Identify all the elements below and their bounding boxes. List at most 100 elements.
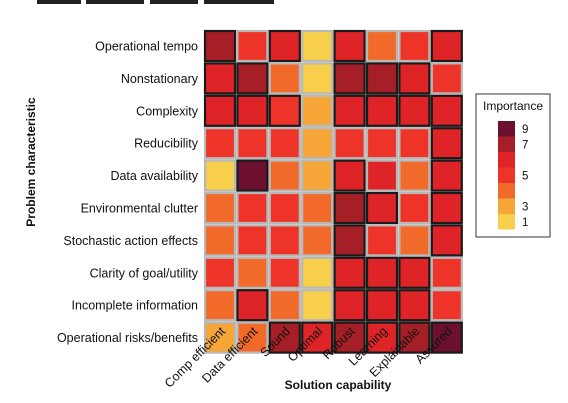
row-label: Reducibility [134, 137, 199, 151]
heatmap-cell [301, 94, 334, 127]
heatmap-cell [203, 159, 237, 192]
heatmap-cell [203, 127, 237, 160]
row-label: Operational tempo [95, 40, 198, 54]
heatmap-cell [301, 29, 334, 63]
heatmap-cell [301, 62, 334, 95]
legend-tick-label: 5 [522, 170, 528, 182]
legend: Importance 9 7 5 3 1 [475, 93, 551, 238]
heatmap-cell [203, 289, 237, 322]
heatmap-cell [203, 224, 237, 257]
heatmap-cell [398, 127, 431, 160]
heatmap-cell [333, 29, 366, 63]
heatmap-cell [268, 94, 301, 127]
row-label: Incomplete information [72, 299, 199, 313]
heatmap-cell [430, 127, 463, 160]
row-label: Stochastic action effects [63, 234, 198, 248]
heatmap-cell [365, 321, 399, 354]
heatmap-cell [365, 62, 399, 95]
heatmap-cell [365, 29, 399, 63]
heatmap-cell [430, 191, 463, 225]
row-label: Environmental clutter [81, 202, 198, 216]
heatmap-cell [365, 224, 399, 257]
heatmap-cell [203, 256, 237, 289]
heatmap-cell [365, 191, 399, 225]
heatmap-cell [301, 191, 334, 225]
heatmap-cell [430, 256, 463, 289]
legend-swatches: 9 7 5 3 1 [498, 121, 528, 230]
row-label: Clarity of goal/utility [90, 266, 199, 280]
heatmap-cell [236, 289, 269, 322]
heatmap-cell [301, 256, 334, 289]
legend-tick-label: 1 [522, 217, 528, 229]
row-label: Complexity [136, 104, 199, 118]
heatmap-cell [236, 256, 269, 289]
heatmap-cell [236, 127, 269, 160]
row-label: Operational risks/benefits [57, 331, 198, 345]
heatmap-cell [430, 94, 463, 127]
cropped-title-fragment [204, 0, 274, 4]
heatmap-cell [430, 224, 463, 257]
heatmap-cell [333, 94, 366, 127]
heatmap-cell [268, 321, 301, 354]
heatmap-cell [236, 94, 269, 127]
legend-tick-label: 9 [522, 124, 528, 136]
heatmap-cell [268, 159, 301, 192]
heatmap-cell [333, 62, 366, 95]
legend-swatch [498, 136, 515, 152]
heatmap-cell [398, 29, 431, 63]
heatmap-cell [365, 289, 399, 322]
heatmap-cell [333, 127, 366, 160]
cropped-title-fragment [37, 0, 81, 4]
heatmap-cell [268, 29, 301, 63]
legend-swatch [498, 214, 515, 230]
heatmap-cell [365, 159, 399, 192]
heatmap-cell [203, 94, 237, 127]
heatmap-cell [333, 289, 366, 322]
heatmap-cell [398, 159, 431, 192]
heatmap-cell [365, 256, 399, 289]
heatmap-cell [430, 29, 463, 63]
heatmap-cell [365, 127, 399, 160]
heatmap-cell [301, 224, 334, 257]
heatmap-cell [268, 289, 301, 322]
row-label: Data availability [110, 169, 198, 183]
heatmap-cell [301, 127, 334, 160]
row-label: Nonstationary [121, 72, 199, 86]
heatmap-cell [398, 62, 431, 95]
heatmap-cell [398, 191, 431, 225]
heatmap-cell [398, 289, 431, 322]
heatmap-cell [236, 224, 269, 257]
legend-swatch [498, 167, 515, 183]
heatmap-cell [430, 159, 463, 192]
heatmap-cell [430, 289, 463, 322]
heatmap-cell [333, 224, 366, 257]
heatmap-cell [301, 159, 334, 192]
legend-tick-label: 7 [522, 139, 528, 151]
heatmap-cell [203, 191, 237, 225]
cropped-title-fragment [150, 0, 198, 4]
heatmap-cell [236, 321, 269, 354]
legend-title: Importance [483, 99, 543, 113]
heatmap-cell [365, 94, 399, 127]
heatmap-cell [268, 256, 301, 289]
legend-tick-label: 3 [522, 201, 528, 213]
heatmap-cell [398, 321, 431, 354]
x-axis-title: Solution capability [285, 378, 392, 392]
heatmap-cell [268, 191, 301, 225]
heatmap-cell [236, 29, 269, 63]
heatmap-cell [203, 321, 237, 354]
heatmap-cell [430, 62, 463, 95]
cropped-title-fragment [86, 0, 144, 4]
chart-title-cut [37, 0, 274, 4]
heatmap-cell [268, 127, 301, 160]
heatmap-cell [268, 62, 301, 95]
heatmap-cell [268, 224, 301, 257]
y-axis-title: Problem characteristic [24, 97, 38, 227]
heatmap-cell [333, 191, 366, 225]
heatmap-cell [333, 159, 366, 192]
legend-swatch [498, 198, 515, 214]
row-labels: Operational tempo Nonstationary Complexity… [57, 40, 199, 346]
heatmap-cell [236, 159, 269, 192]
heatmap-cell [333, 321, 366, 354]
heatmap-cells [203, 29, 463, 354]
